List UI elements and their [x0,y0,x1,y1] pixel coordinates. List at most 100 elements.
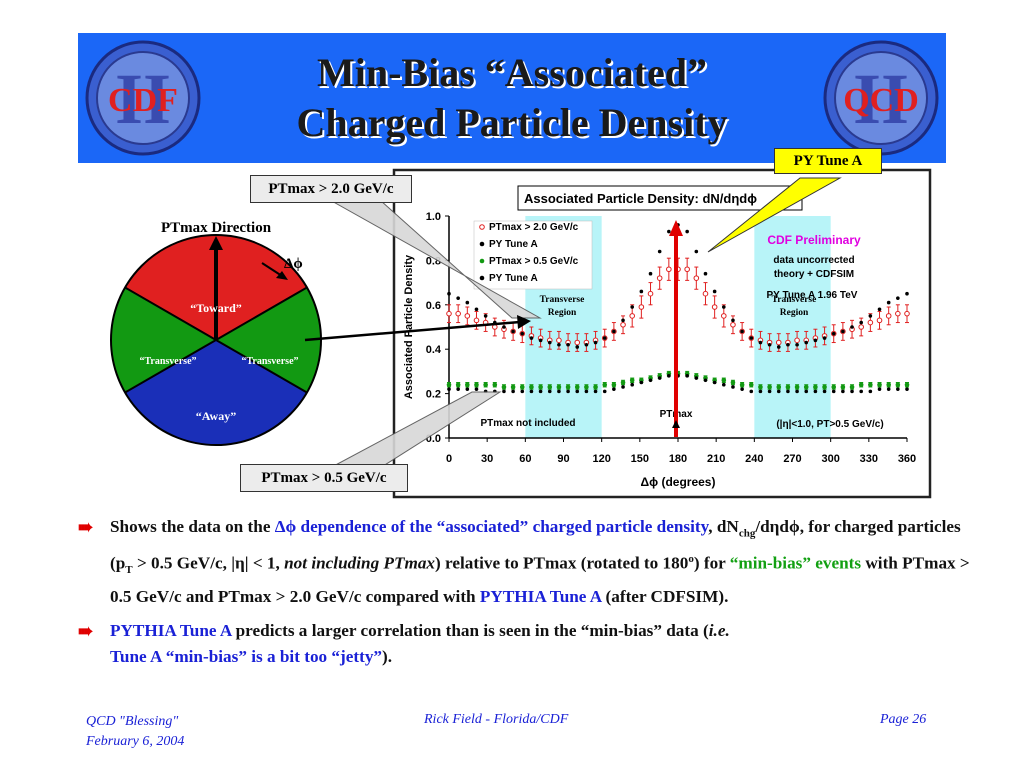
transverse-shade [754,216,831,438]
y-tick-label: 0.4 [426,344,442,356]
data-point [758,389,763,394]
data-point [694,376,699,380]
data-point [667,229,671,234]
data-point [721,377,727,383]
data-point [620,321,626,328]
data-point [711,304,718,310]
data-point [474,307,479,312]
logo-numeral: II [853,59,909,139]
callout-ptmax05: PTmax > 0.5 GeV/c [240,464,408,492]
data-point [455,310,461,317]
data-point [511,389,515,394]
data-point [813,389,818,394]
x-tick-label: 60 [519,453,531,465]
data-point [886,387,891,391]
data-point [464,313,471,319]
data-point [749,389,754,394]
data-point [730,321,736,328]
chart-title-box [517,185,803,211]
data-point [740,387,744,391]
cdf-logo: II CDF [85,40,201,156]
x-tick-label: 30 [481,453,493,465]
y-axis-label: Associated Particle Density [403,254,415,399]
data-point [694,249,699,254]
x-tick-label: 240 [745,453,763,465]
data-point [575,389,580,394]
data-point [775,339,782,346]
data-point [803,384,809,390]
bullet-2: ➠ PYTHIA Tune A predicts a larger correl… [78,618,980,670]
data-point [749,336,754,340]
data-point [795,389,799,394]
callout-ptmax2: PTmax > 2.0 GeV/c [250,175,412,203]
data-point [602,389,607,394]
data-point [904,310,910,317]
data-point [621,385,625,389]
data-point [858,324,865,330]
qcd-logo: II QCD [823,40,939,156]
data-point [566,342,570,347]
data-point [895,310,901,317]
ptmax-direction-label: PTmax Direction [161,220,272,236]
data-point [593,340,598,345]
away-region [125,340,307,445]
legend-label: PTmax > 2.0 GeV/c [489,222,579,233]
data-point [804,340,809,345]
data-point [556,384,562,390]
data-point [574,384,580,390]
y-tick-label: 0.2 [426,389,441,401]
data-point [593,389,598,394]
logo-text: CDF [108,82,178,119]
data-point [693,275,700,281]
data-point [822,389,827,394]
data-point [840,384,846,390]
data-point [538,338,543,343]
data-point [465,300,470,305]
data-point [557,342,561,347]
logo-text: QCD [843,82,919,119]
data-point [905,291,909,296]
data-point [877,307,882,312]
x-tick-label: 300 [821,453,839,465]
data-point [657,249,662,254]
footer-left: QCD "Blessing" February 6, 2004 [86,714,185,749]
data-point [447,387,451,391]
footer-page: Page 26 [880,712,927,727]
legend-label: PTmax > 0.5 GeV/c [489,256,579,267]
data-point [895,382,901,388]
data-point [547,340,552,345]
data-point [557,389,561,394]
data-point [776,384,782,390]
data-point [446,382,452,388]
x-axis-label: Δϕ (degrees) [641,475,716,489]
data-point [510,384,516,390]
legend-marker [479,241,485,247]
cuts-note: (|η|<1.0, PT>0.5 GeV/c) [776,419,883,430]
data-point [722,305,726,309]
data-point [831,331,836,336]
data-point [703,378,708,383]
data-point [849,384,855,390]
chart-title: Associated Particle Density: dN/dηdϕ [524,191,757,206]
legend-marker [479,275,485,281]
data-point [722,382,726,387]
data-point [455,382,461,388]
bullet-1: ➠ Shows the data on the Δϕ dependence of… [78,514,980,610]
data-point [629,313,636,319]
data-point [813,384,818,390]
data-point [730,380,736,385]
data-point [565,384,571,390]
data-point [758,384,763,390]
data-point [538,384,543,390]
data-point [841,389,845,394]
slide-title-line1: Min-Bias “Associated” [317,50,707,95]
data-point [529,384,534,390]
data-point [465,382,470,388]
bullet-list: ➠ Shows the data on the Δϕ dependence of… [78,514,980,678]
data-point [885,313,892,319]
data-point [731,318,735,323]
chart: 0 30 60 90 120 150 180 210 240 270 300 330 3600.00.2… [403,185,916,489]
chart-panel [392,168,932,499]
logo-numeral: II [115,59,171,139]
data-point [648,271,653,276]
